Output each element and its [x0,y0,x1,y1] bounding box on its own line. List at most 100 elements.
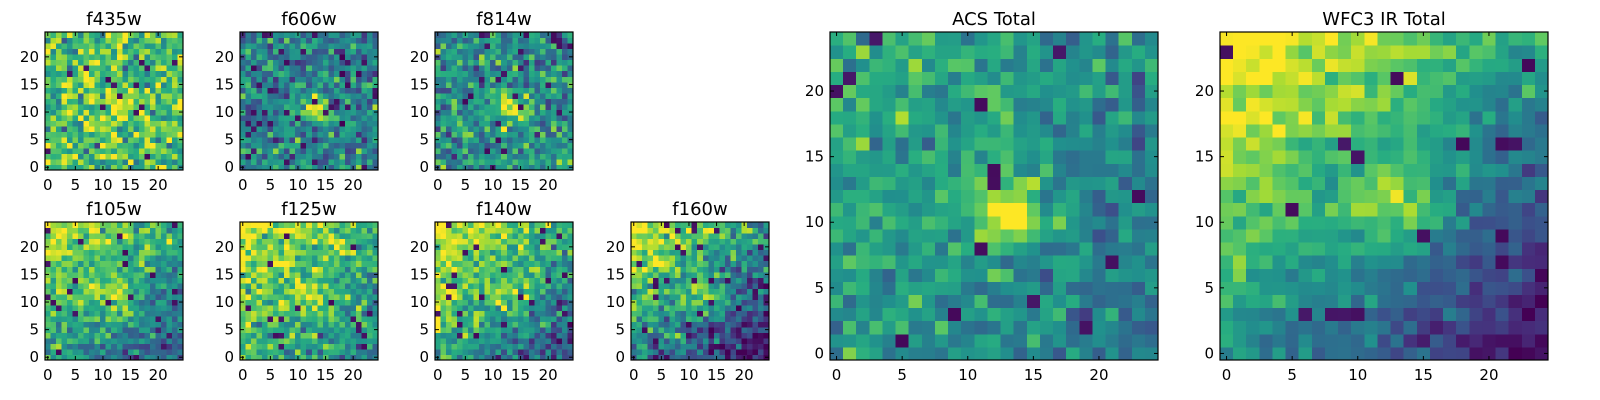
heatmap-cell [479,48,486,55]
heatmap-cell [697,354,704,361]
heatmap-cell [882,202,897,217]
heatmap-cell [647,337,654,345]
heatmap-cell [339,255,346,262]
heatmap-cell [556,70,563,77]
heatmap-cell [457,81,464,88]
heatmap-cells-f125w [240,222,379,361]
heatmap-cell [105,147,112,155]
heatmap-cell [328,76,335,83]
heatmap-cell [144,37,151,44]
heatmap-cell [1053,163,1067,177]
heatmap-cell [284,260,291,267]
heatmap-cell [534,76,541,83]
heatmap-cell [350,120,357,127]
heatmap-cell [763,343,770,350]
heatmap-cell [664,271,671,278]
heatmap-cell [934,307,949,322]
heatmap-cell [295,48,302,55]
heatmap-cell [333,343,340,350]
heatmap-cell [67,120,74,127]
heatmap-cell [561,76,569,83]
heatmap-cell [468,310,475,317]
heatmap-cell [50,299,57,306]
heatmap-cell [61,233,68,240]
heatmap-cell [490,103,497,110]
heatmap-cell [273,310,280,317]
heatmap-cell [457,354,464,361]
heatmap-cell [1105,241,1120,256]
heatmap-cell [446,92,453,99]
heatmap-cell [479,147,486,155]
heatmap-cell [289,310,296,317]
heatmap-cell [495,81,502,88]
heatmap-cell [735,233,742,240]
heatmap-cell [155,260,162,267]
heatmap-cell [300,326,307,333]
heatmap-cell [468,48,475,55]
heatmap-cell [561,348,569,356]
heatmap-cell [83,109,90,116]
heatmap-cell [869,228,884,243]
y-tick-label: 0 [419,158,429,176]
heatmap-cell [160,81,168,88]
heatmap-cell [702,277,709,284]
heatmap-cell [289,260,296,267]
heatmap-cell [468,98,475,105]
heatmap-cell [251,288,258,295]
heatmap-cell [680,244,687,251]
heatmap-cell [366,354,374,361]
heatmap-cell [295,131,302,138]
heatmap-cell [111,142,118,149]
heatmap-cell [339,260,346,267]
heatmap-cell [116,109,123,116]
heatmap-cell [440,43,447,50]
heatmap-cell [735,266,742,273]
heatmap-cell [686,260,693,267]
heatmap-cell [56,222,63,229]
heatmap-cell [528,299,535,306]
heatmap-cell [155,43,162,50]
heatmap-cell [350,255,357,262]
heatmap-cell [155,249,162,256]
heatmap-cell [440,54,447,61]
heatmap-cell [506,76,513,83]
heatmap-cell [306,147,313,155]
heatmap-cell [468,321,475,328]
heatmap-cell [177,238,184,245]
heatmap-cell [278,70,285,77]
heatmap-cell [556,249,563,256]
heatmap-cell [116,164,123,171]
heatmap-cell [523,142,530,149]
heatmap-cell [300,249,307,256]
heatmap-cell [166,282,173,289]
heatmap-cell [843,241,857,256]
heatmap-cell [741,260,748,267]
heatmap-cell [479,271,486,278]
heatmap-cell [105,222,112,229]
heatmap-cell [948,202,962,217]
heatmap-cell [355,103,363,110]
heatmap-cell [322,87,329,94]
heatmap-cell [534,81,541,88]
heatmap-cell [517,43,524,50]
heatmap-cell [490,304,497,311]
heatmap-cell [468,332,475,339]
heatmap-cell [166,299,173,306]
heatmap-cell [506,266,513,273]
heatmap-cell [133,299,140,306]
heatmap-cell [361,125,368,132]
heatmap-cell [451,98,458,105]
heatmap-cell [361,131,368,138]
heatmap-cell [680,255,687,262]
heatmap-cell [273,260,280,267]
heatmap-cell [1118,176,1133,191]
heatmap-cell [61,337,68,345]
heatmap-cell [240,142,247,149]
heatmap-cell [45,147,52,155]
heatmap-cell [251,92,258,99]
heatmap-cell [61,332,68,339]
heatmap-cell [934,189,949,204]
heatmap-cell [523,222,530,229]
heatmap-cell [67,304,74,311]
y-tick-label: 20 [410,48,429,66]
